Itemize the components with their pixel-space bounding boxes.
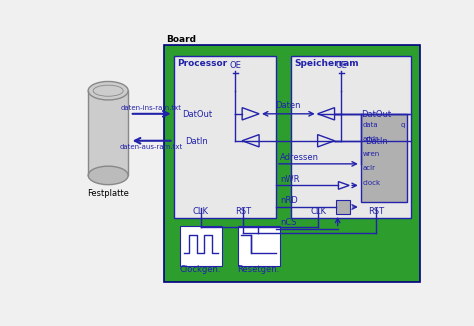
Text: aclr: aclr (363, 166, 376, 171)
Text: CLK: CLK (192, 207, 209, 216)
Text: Clockgen.: Clockgen. (180, 265, 221, 274)
Text: DatIn: DatIn (365, 137, 388, 146)
Text: Daten: Daten (275, 101, 301, 110)
Text: CLK: CLK (310, 207, 327, 216)
Text: q: q (401, 122, 405, 127)
Bar (237, 226, 280, 266)
Text: Speicherram: Speicherram (294, 59, 359, 68)
Text: nRD: nRD (280, 197, 298, 205)
Text: nCS: nCS (280, 218, 296, 227)
Text: Processor: Processor (177, 59, 227, 68)
Text: daten-ins-ram.txt: daten-ins-ram.txt (121, 105, 182, 111)
Text: DatIn: DatIn (185, 137, 208, 146)
Text: Adressen: Adressen (280, 153, 319, 162)
Ellipse shape (88, 82, 128, 100)
Text: Resetgen.: Resetgen. (237, 265, 280, 274)
Text: daten-aus-ram.txt: daten-aus-ram.txt (119, 144, 183, 150)
Bar (173, 56, 276, 218)
Bar (336, 200, 350, 214)
Text: wren: wren (363, 151, 380, 157)
Bar (292, 56, 411, 218)
Text: OE: OE (229, 61, 241, 70)
Text: DatOut: DatOut (182, 110, 212, 119)
Bar (88, 91, 128, 175)
Bar (361, 114, 407, 202)
Text: Festplatte: Festplatte (87, 189, 129, 198)
Text: DatOut: DatOut (361, 110, 391, 119)
Text: clock: clock (363, 180, 381, 186)
Text: data: data (363, 122, 379, 127)
Bar (164, 45, 420, 282)
Text: RST: RST (368, 207, 384, 216)
Text: nWR: nWR (280, 175, 300, 184)
Bar (180, 226, 222, 266)
Text: addr: addr (363, 136, 379, 142)
Text: Board: Board (166, 35, 196, 44)
Ellipse shape (93, 85, 123, 96)
Text: OE: OE (336, 61, 347, 70)
Text: RST: RST (235, 207, 251, 216)
Ellipse shape (88, 166, 128, 185)
